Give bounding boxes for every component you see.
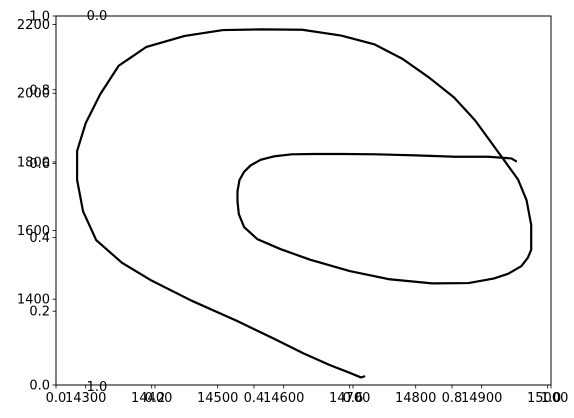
main-x-tick-label: 14900 xyxy=(461,391,502,406)
overlay-y-tick-label: 1.0 xyxy=(29,10,50,25)
overlay-x-tick-label: 0.2 xyxy=(145,391,166,406)
main-y-tick-label: 1800 xyxy=(17,155,50,170)
overlay-x-tick-label: 0.8 xyxy=(442,391,463,406)
overlay-y-tick-label: 0.6 xyxy=(29,157,50,172)
main-y-tick-label: 1400 xyxy=(17,293,50,308)
overlay-axis-ticks: 0.0 0.2 0.4 0.6 0.8 1.0 0.0 0.2 0.4 0.6 0.8 1.0 xyxy=(29,10,561,407)
main-x-tick-label: 14800 xyxy=(395,391,436,406)
main-x-tick-label: 14500 xyxy=(197,391,238,406)
main-x-tick-label: 14300 xyxy=(65,391,106,406)
overlay-y-tick-label: 0.0 xyxy=(29,379,50,394)
plot-frame xyxy=(55,15,552,386)
main-y-tick-label: 2200 xyxy=(17,18,50,33)
overlay-x-tick-label: 0.6 xyxy=(343,391,364,406)
main-x-tick-label: 15000 xyxy=(527,391,568,406)
overlay-x-tick-label: 1.0 xyxy=(541,391,562,406)
stray-bottom-label: 1.0 xyxy=(87,380,108,395)
stray-top-label: 0.0 xyxy=(87,9,108,24)
main-y-tick-label: 1600 xyxy=(17,224,50,239)
overlay-y-tick-label: 0.2 xyxy=(29,305,50,320)
series-line xyxy=(76,28,533,379)
main-x-tick-label: 14600 xyxy=(263,391,304,406)
overlay-x-tick-label: 0.0 xyxy=(46,391,67,406)
overlay-x-tick-label: 0.4 xyxy=(244,391,265,406)
plot-area xyxy=(56,16,551,385)
overlay-y-tick-label: 0.4 xyxy=(29,231,50,246)
main-x-tick-label: 14400 xyxy=(131,391,172,406)
main-y-tick-label: 2000 xyxy=(17,87,50,102)
overlay-y-tick-label: 0.8 xyxy=(29,83,50,98)
main-axis-ticks: 14300 14400 14500 14600 14700 14800 14900 15000… xyxy=(17,18,568,406)
main-x-tick-label: 14700 xyxy=(329,391,370,406)
